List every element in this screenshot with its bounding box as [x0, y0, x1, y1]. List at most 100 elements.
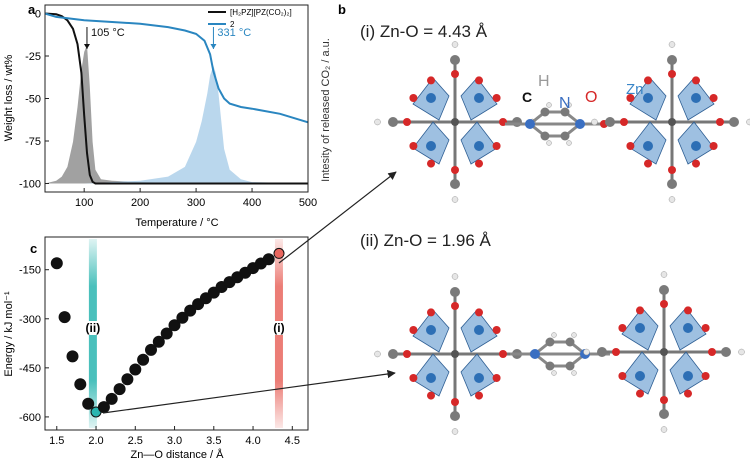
atom-label-o: O: [585, 89, 597, 106]
oxygen-atom: [660, 396, 668, 404]
carbon-atom: [540, 107, 550, 117]
oxygen-atom: [475, 159, 483, 168]
oxygen-atom: [451, 302, 459, 310]
data-point: [129, 363, 142, 376]
carbon-atom: [721, 347, 731, 357]
oxygen-atom: [427, 308, 435, 317]
legend-label-1: [H₂PZ][PZ(CO₂)₂]: [230, 8, 292, 17]
carbon-atom: [667, 179, 677, 189]
x-tick-label: 100: [75, 197, 93, 209]
panel-a-ylabel: Weight loss / wt%: [3, 54, 15, 141]
x-tick-label: 4.0: [245, 435, 260, 447]
atom-label-c: C: [522, 89, 532, 105]
panel-b-label: b: [338, 2, 346, 17]
panel-a-label: a: [28, 2, 36, 17]
panel-a-legend: [H₂PZ][PZ(CO₂)₂] 2: [208, 8, 292, 29]
zinc-atom: [474, 141, 484, 151]
oxygen-atom: [626, 94, 635, 102]
hydrogen-atom: [660, 426, 668, 433]
hydrogen-atom: [583, 348, 590, 356]
oxygen-atom: [427, 391, 435, 400]
panel-b: b Intesity of released CO₂ / a.u. (i) Zn…: [320, 2, 750, 435]
hydrogen-atom: [451, 196, 459, 203]
oxygen-atom: [684, 389, 692, 398]
oxygen-atom: [701, 324, 710, 332]
zinc-atom: [474, 93, 484, 103]
carbon-atom: [450, 411, 460, 421]
hydrogen-atom: [591, 118, 598, 126]
zinc-atom: [691, 141, 701, 151]
y-tick-label: -300: [19, 314, 41, 326]
data-point: [74, 378, 87, 391]
oxygen-atom: [475, 76, 483, 85]
oxygen-atom: [636, 306, 644, 315]
carbon-atom: [597, 347, 607, 357]
carbon-atom: [450, 55, 460, 65]
data-point: [113, 383, 126, 396]
nitrogen-atom: [575, 119, 585, 129]
y-tick-label: -50: [25, 94, 41, 106]
zinc-atom: [426, 373, 436, 383]
panel-a-xlabel: Temperature / °C: [135, 217, 218, 229]
y-tick-label: -600: [19, 412, 41, 424]
data-point: [121, 373, 134, 386]
zinc-atom: [683, 323, 693, 333]
carbon-atom: [565, 361, 575, 371]
carbon-atom: [545, 361, 555, 371]
hydrogen-atom: [571, 370, 577, 376]
data-point: [50, 257, 63, 270]
zinc-atom: [635, 323, 645, 333]
arrow-to-state-ii: [102, 369, 396, 414]
hydrogen-atom: [551, 332, 557, 338]
hydrogen-atom: [566, 140, 572, 146]
y-tick-label: -100: [19, 179, 41, 191]
band-label-1: (ii): [86, 321, 101, 335]
data-point: [66, 350, 79, 363]
panel-a: a 100 200 300 400 500 0 -25 -50 -75 -100 105 °C 33…: [3, 2, 317, 229]
hydrogen-atom: [746, 118, 750, 126]
data-point: [97, 401, 110, 414]
arrow-to-state-i: [278, 171, 397, 264]
data-point: [58, 311, 71, 324]
zinc-atom: [474, 325, 484, 335]
carbon-atom: [540, 131, 550, 141]
data-point: [105, 392, 118, 405]
hydrogen-atom: [374, 118, 381, 126]
oxygen-atom: [427, 76, 435, 85]
panel-c-frame: [44, 236, 309, 431]
hydrogen-atom: [551, 370, 557, 376]
panel-c-xlabel: Zn—O distance / Å: [131, 448, 225, 461]
hydrogen-atom: [451, 41, 459, 48]
band-label-bg-2: [267, 321, 290, 335]
zinc-atom: [683, 371, 693, 381]
oxygen-atom: [403, 350, 411, 358]
central-atom: [660, 348, 668, 356]
oxygen-atom: [451, 166, 459, 174]
annotation-arrowhead-2: [210, 44, 217, 49]
carbon-atom: [605, 117, 615, 127]
hydrogen-atom: [668, 41, 676, 48]
oxygen-atom: [451, 70, 459, 78]
x-tick-label: 3.5: [206, 435, 221, 447]
oxygen-atom: [409, 94, 418, 102]
hydrogen-atom: [566, 102, 572, 108]
panel-a-curves: [44, 12, 309, 185]
x-tick-label: 500: [299, 197, 317, 209]
carbon-atom: [388, 117, 398, 127]
carbon-atom: [450, 179, 460, 189]
zn-cluster-3: [374, 273, 536, 435]
x-tick-label: 4.5: [285, 435, 300, 447]
oxygen-atom: [668, 70, 676, 78]
x-tick-label: 3.0: [167, 435, 182, 447]
carbon-atom: [729, 117, 739, 127]
oxygen-atom: [709, 142, 718, 150]
central-atom: [451, 118, 459, 126]
panel-a-annotations: 105 °C 331 °C: [83, 27, 251, 49]
zinc-atom: [691, 93, 701, 103]
hydrogen-atom: [546, 140, 552, 146]
oxygen-atom: [612, 348, 620, 356]
panel-a-frame: [44, 4, 309, 193]
zinc-atom: [426, 325, 436, 335]
oxygen-atom: [409, 142, 418, 150]
